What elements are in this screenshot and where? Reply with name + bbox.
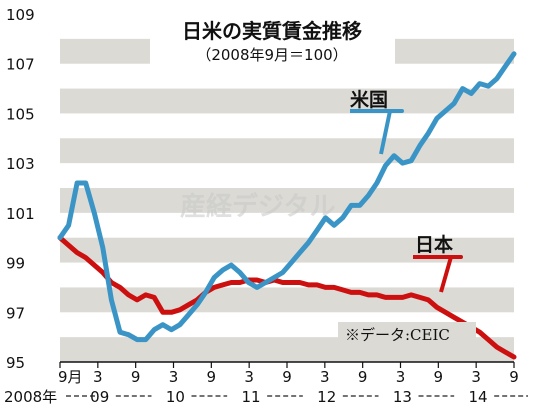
us-series-line [57,51,517,343]
y-tick-label: 103 [6,155,35,173]
x-tick-month-label: 3 [471,368,481,386]
x-tick-month-label: 9 [434,368,444,386]
x-axis: 9月 3 9 3 9 3 9 3 9 3 9 3 9 2008年 09 10 11 12 13 14 [4,361,528,406]
us-series-label: 米国 [350,88,404,155]
x-tick-month-label: 9月 [58,368,83,386]
watermark-text: 産経デジタル [180,191,335,222]
grid-band [60,287,514,313]
jp-label-leader [413,255,463,293]
x-tick-year-label: 11 [242,388,261,406]
x-tick-year-label: 12 [317,388,336,406]
x-tick-month-label: 9 [207,368,217,386]
us-series-name: 米国 [350,88,388,111]
source-note: ※データ:CEIC [345,326,450,344]
x-tick-year-label: 14 [469,388,488,406]
x-tick-month-label: 9 [509,368,519,386]
x-tick-year-label: 2008年 [4,388,57,406]
source-backdrop [338,322,476,344]
us-label-leader [350,109,404,155]
jp-series-name: 日本 [415,233,453,256]
x-tick-year-label: 09 [90,388,109,406]
x-tick-month-label: 9 [358,368,368,386]
x-tick-month-label: 3 [320,368,330,386]
chart-title: 日米の実質賃金推移 [182,19,362,43]
y-tick-label: 107 [6,56,35,74]
x-tick-month-label: 3 [244,368,254,386]
x-tick-month-label: 9 [131,368,141,386]
title-backdrop [150,16,395,68]
jp-series-label: 日本 [413,233,463,293]
grid-band [60,88,514,114]
chart-subtitle: （2008年9月＝100） [196,46,347,64]
x-tick-month-label: 9 [282,368,292,386]
x-tick-month-label: 3 [396,368,406,386]
y-tick-label: 101 [6,205,35,223]
x-tick-month-label: 3 [169,368,179,386]
y-tick-label: 105 [6,105,35,123]
x-tick-year-label: 13 [393,388,412,406]
y-tick-label: 109 [6,6,35,24]
y-tick-label: 97 [6,304,25,322]
y-tick-label: 99 [6,255,25,273]
series-lines [57,51,517,360]
x-tick-month-label: 3 [93,368,103,386]
jp-series-line [57,235,517,360]
x-tick-year-label: 10 [166,388,185,406]
y-axis-tick-labels: 109 107 105 103 101 99 97 95 [6,6,35,372]
y-tick-label: 95 [6,354,25,372]
grid-band [60,188,514,213]
grid-band [60,138,514,164]
